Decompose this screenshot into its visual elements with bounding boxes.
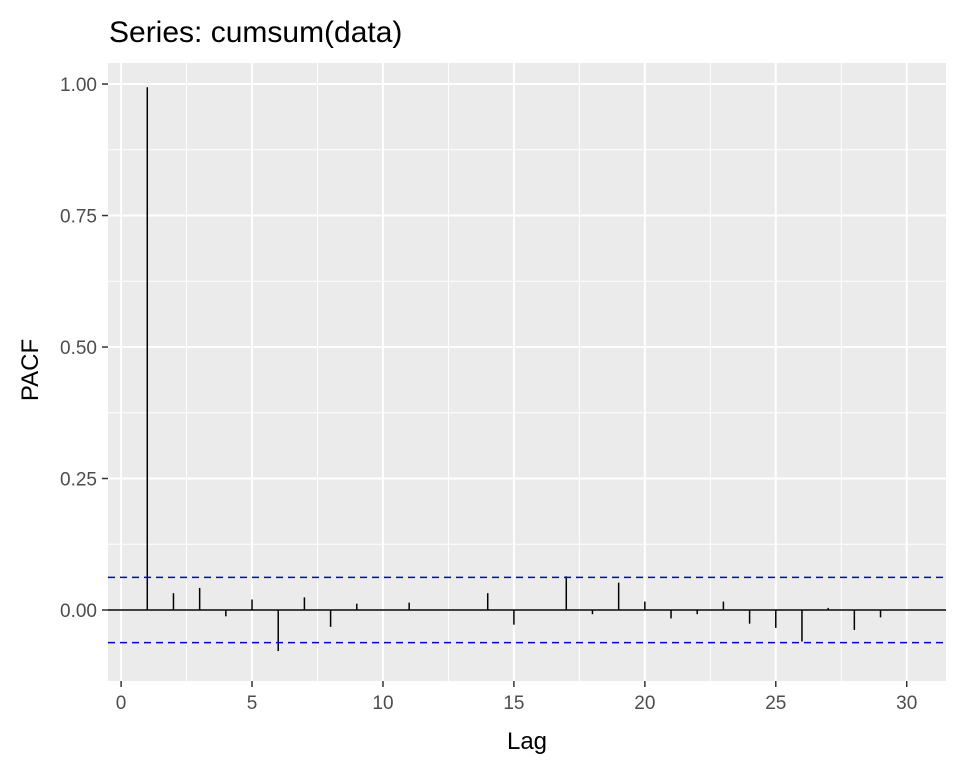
y-tick-label: 0.25	[60, 470, 97, 491]
grid-minor	[108, 63, 946, 681]
pacf-bars	[146, 87, 882, 652]
plot-panel	[108, 63, 946, 681]
y-axis-ticks: 0.00 0.25 0.50 0.75 1.00	[60, 75, 108, 622]
x-tick-label: 25	[765, 693, 786, 714]
x-axis-ticks: 0 5 10 15 20 25 30	[116, 681, 917, 714]
x-tick-label: 20	[634, 693, 655, 714]
x-tick-label: 15	[503, 693, 524, 714]
x-axis-title: Lag	[507, 728, 547, 755]
y-tick-label: 1.00	[60, 75, 97, 96]
x-tick-label: 10	[372, 693, 393, 714]
y-tick-label: 0.75	[60, 207, 97, 228]
y-tick-label: 0.00	[60, 601, 97, 622]
x-tick-label: 5	[247, 693, 258, 714]
y-axis-title: PACF	[17, 339, 44, 401]
chart-title: Series: cumsum(data)	[109, 16, 402, 49]
x-tick-label: 0	[116, 693, 127, 714]
y-tick-label: 0.50	[60, 338, 97, 359]
x-tick-label: 30	[896, 693, 917, 714]
